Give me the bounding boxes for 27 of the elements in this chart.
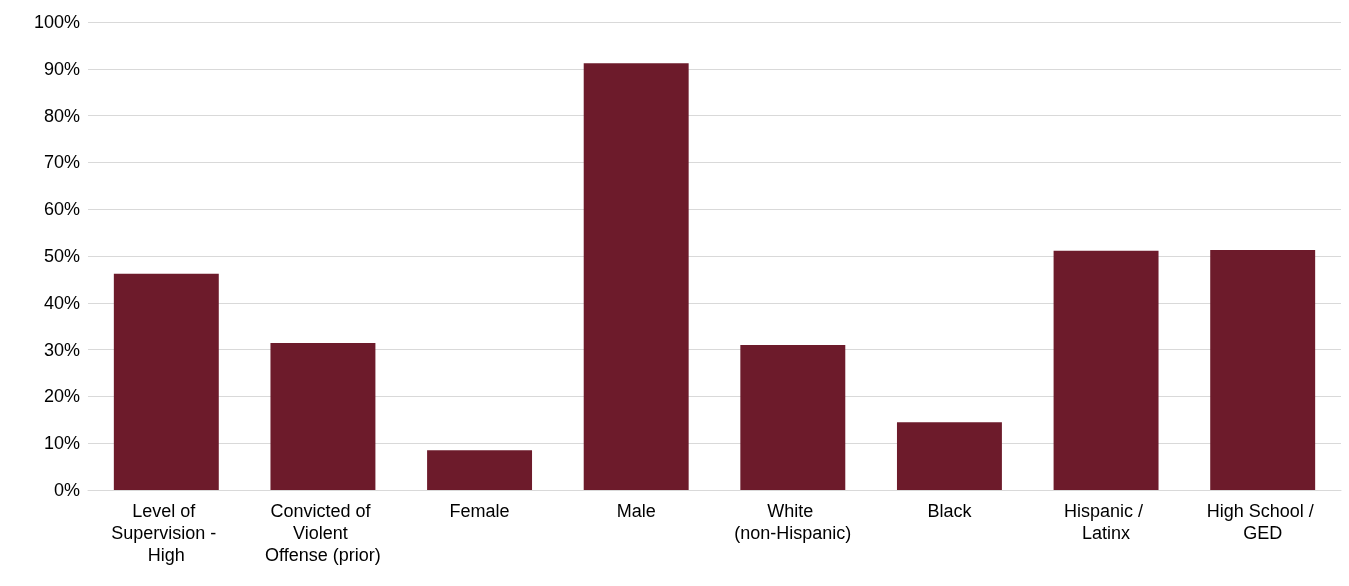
y-tick-label: 90%: [43, 58, 80, 79]
y-tick-label: 10%: [43, 433, 80, 454]
y-tick-label: 50%: [43, 246, 80, 266]
bar: [427, 450, 533, 490]
x-tick-label: Convicted of Violent Offense (prior): [265, 501, 381, 565]
y-tick-label: 20%: [43, 386, 80, 407]
bar: [113, 273, 219, 490]
y-tick-label: 70%: [43, 152, 80, 173]
x-tick-label: Hispanic / Latinx: [1064, 501, 1149, 543]
x-tick-label: White (non-Hispanic): [734, 501, 852, 543]
bar: [740, 344, 846, 490]
y-tick-label: 30%: [43, 339, 80, 360]
x-tick-label: High School / GED: [1206, 501, 1319, 543]
x-tick-label: Female: [449, 501, 510, 521]
x-tick-label: Black: [927, 501, 973, 521]
bar: [583, 63, 689, 490]
x-tick-label: Male: [616, 501, 656, 521]
bar: [896, 422, 1002, 490]
bar: [270, 343, 376, 490]
bar: [1210, 249, 1316, 490]
y-tick-label: 80%: [43, 105, 80, 126]
x-tick-label: Level of Supervision - High: [111, 501, 222, 565]
y-tick-label: 40%: [43, 292, 80, 313]
y-tick-label: 60%: [43, 199, 80, 220]
y-tick-label: 100%: [33, 12, 80, 32]
y-tick-label: 0%: [53, 480, 80, 500]
bar: [1053, 250, 1159, 490]
